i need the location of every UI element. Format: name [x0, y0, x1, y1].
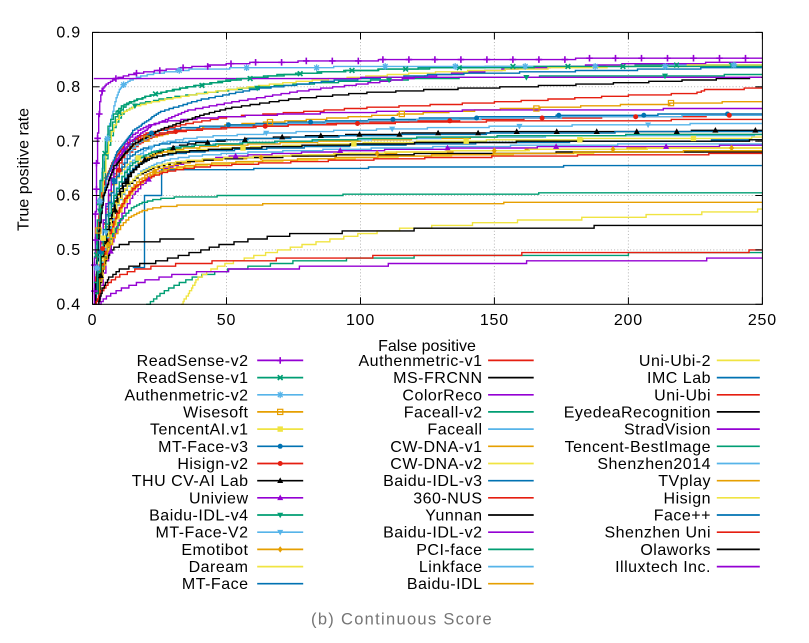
svg-text:150: 150 — [480, 312, 509, 329]
svg-text:CW-DNA-v2: CW-DNA-v2 — [390, 456, 482, 473]
svg-text:MT-Face: MT-Face — [182, 576, 249, 593]
svg-text:TencentAI.v1: TencentAI.v1 — [150, 422, 249, 439]
svg-text:ReadSense-v2: ReadSense-v2 — [137, 353, 249, 370]
svg-text:0.4: 0.4 — [56, 296, 81, 313]
svg-text:0.6: 0.6 — [56, 188, 81, 205]
svg-text:TVplay: TVplay — [658, 473, 711, 490]
svg-text:50: 50 — [217, 312, 236, 329]
svg-text:Faceall: Faceall — [427, 422, 482, 439]
svg-text:PCI-face: PCI-face — [416, 542, 482, 559]
svg-text:True positive rate: True positive rate — [16, 108, 33, 231]
svg-text:Wisesoft: Wisesoft — [183, 404, 248, 421]
svg-text:Daream: Daream — [189, 559, 249, 576]
svg-text:0.7: 0.7 — [56, 133, 81, 150]
svg-text:Face++: Face++ — [654, 508, 711, 525]
svg-text:Yunnan: Yunnan — [425, 508, 482, 525]
svg-text:Uni-Ubi-2: Uni-Ubi-2 — [639, 353, 711, 370]
svg-text:Authenmetric-v2: Authenmetric-v2 — [125, 387, 249, 404]
svg-text:Faceall-v2: Faceall-v2 — [404, 404, 483, 421]
svg-text:Authenmetric-v1: Authenmetric-v1 — [359, 353, 483, 370]
svg-text:Baidu-IDL-v3: Baidu-IDL-v3 — [383, 473, 482, 490]
svg-text:(b) Continuous Score: (b) Continuous Score — [311, 611, 493, 629]
svg-text:Hisign: Hisign — [664, 490, 711, 507]
svg-text:Olaworks: Olaworks — [640, 542, 711, 559]
svg-text:StradVision: StradVision — [624, 422, 711, 439]
svg-text:Shenzhen2014: Shenzhen2014 — [597, 456, 711, 473]
svg-text:0.5: 0.5 — [56, 242, 81, 259]
svg-text:Emotibot: Emotibot — [181, 542, 248, 559]
svg-text:100: 100 — [346, 312, 375, 329]
svg-text:Baidu-IDL: Baidu-IDL — [407, 576, 483, 593]
svg-text:MS-FRCNN: MS-FRCNN — [393, 370, 482, 387]
svg-text:ColorReco: ColorReco — [402, 387, 482, 404]
svg-text:ReadSense-v1: ReadSense-v1 — [137, 370, 249, 387]
svg-text:0.8: 0.8 — [56, 79, 81, 96]
svg-text:Uniview: Uniview — [189, 490, 249, 507]
svg-text:Tencent-BestImage: Tencent-BestImage — [565, 439, 711, 456]
svg-text:250: 250 — [748, 312, 777, 329]
svg-text:MT-Face-v3: MT-Face-v3 — [158, 439, 248, 456]
svg-text:Baidu-IDL-v4: Baidu-IDL-v4 — [149, 508, 248, 525]
svg-text:Hisign-v2: Hisign-v2 — [177, 456, 248, 473]
svg-text:EyedeaRecognition: EyedeaRecognition — [564, 404, 711, 421]
svg-text:THU CV-AI Lab: THU CV-AI Lab — [132, 473, 249, 490]
svg-text:Linkface: Linkface — [419, 559, 483, 576]
svg-text:MT-Face-V2: MT-Face-V2 — [155, 525, 248, 542]
svg-text:0.9: 0.9 — [56, 25, 81, 42]
svg-text:0: 0 — [88, 312, 98, 329]
svg-text:360-NUS: 360-NUS — [413, 490, 482, 507]
svg-text:False positive: False positive — [378, 338, 476, 355]
svg-text:CW-DNA-v1: CW-DNA-v1 — [390, 439, 482, 456]
svg-text:Baidu-IDL-v2: Baidu-IDL-v2 — [383, 525, 482, 542]
svg-text:Shenzhen Uni: Shenzhen Uni — [604, 525, 711, 542]
svg-text:IMC Lab: IMC Lab — [647, 370, 711, 387]
svg-text:Illuxtech Inc.: Illuxtech Inc. — [615, 559, 711, 576]
svg-text:Uni-Ubi: Uni-Ubi — [654, 387, 711, 404]
svg-text:200: 200 — [614, 312, 643, 329]
